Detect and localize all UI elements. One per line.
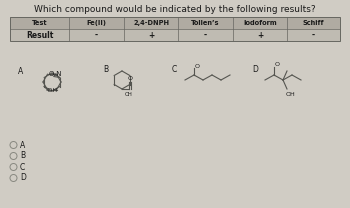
Text: -: -	[95, 31, 98, 40]
Text: Fe(II): Fe(II)	[87, 20, 107, 26]
Text: -: -	[312, 31, 315, 40]
Text: C: C	[172, 66, 177, 74]
Text: Tollen’s: Tollen’s	[191, 20, 220, 26]
Bar	[10, 17, 340, 41]
Text: D: D	[20, 173, 26, 182]
Text: Result: Result	[26, 31, 54, 40]
Text: O₂N: O₂N	[49, 72, 62, 78]
Text: O: O	[195, 63, 200, 68]
Text: Schiff: Schiff	[303, 20, 324, 26]
Text: Test: Test	[32, 20, 48, 26]
Text: Iodoform: Iodoform	[243, 20, 277, 26]
Text: B: B	[103, 66, 108, 74]
Text: A: A	[20, 140, 25, 150]
Text: OH: OH	[286, 92, 296, 97]
Text: O: O	[275, 62, 280, 68]
Text: +: +	[257, 31, 263, 40]
Text: B: B	[20, 151, 25, 161]
Bar	[10, 29, 340, 41]
Text: A: A	[18, 68, 23, 77]
Text: 2,4-DNPH: 2,4-DNPH	[133, 20, 169, 26]
Text: +: +	[148, 31, 154, 40]
Text: Which compound would be indicated by the following results?: Which compound would be indicated by the…	[34, 5, 316, 14]
Text: -OH: -OH	[45, 88, 57, 94]
Text: CH: CH	[125, 92, 133, 97]
Bar	[10, 17, 340, 29]
Text: -: -	[204, 31, 207, 40]
Text: O: O	[128, 77, 133, 82]
Text: C: C	[20, 162, 25, 172]
Text: D: D	[252, 66, 258, 74]
